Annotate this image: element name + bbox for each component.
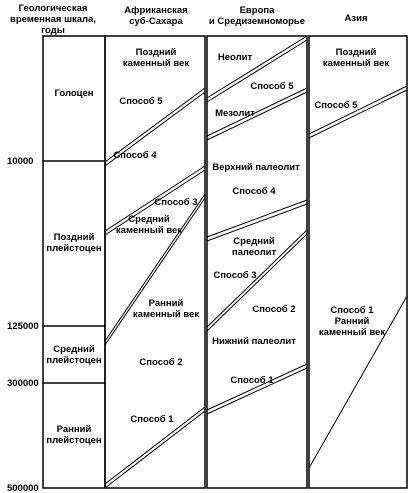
transition-line	[308, 295, 408, 469]
africa-column	[104, 35, 206, 489]
header-africa: Африканская суб-Сахара	[124, 5, 187, 27]
epoch-label: Поздний плейстоцен	[46, 232, 102, 254]
year-label: 125000	[7, 321, 39, 332]
europe-label: Нижний палеолит	[212, 336, 296, 347]
text-line: Поздний	[336, 47, 377, 58]
europe-label: Способ 4	[232, 186, 276, 197]
timescale-column	[42, 35, 106, 489]
epoch-label: Ранний плейстоцен	[46, 424, 102, 446]
africa-label: Способ 2	[139, 357, 182, 368]
text-line: Ранний	[149, 298, 184, 309]
europe-label: Способ 3	[213, 270, 256, 281]
text-line: каменный век	[133, 309, 199, 320]
text-line: Способ 5	[119, 96, 163, 107]
text-line: Способ 5	[250, 81, 294, 92]
text-line: Способ 3	[213, 270, 256, 281]
text-line: временная шкала,	[10, 14, 96, 25]
africa-label: Средний каменный век	[116, 214, 182, 236]
text-line: Способ 2	[139, 357, 182, 368]
text-line: каменный век	[123, 58, 189, 69]
text-line: Способ 1	[330, 305, 374, 316]
africa-label: Ранний каменный век	[133, 298, 199, 320]
text-line: плейстоцен	[46, 355, 102, 366]
text-line: Способ 4	[232, 186, 276, 197]
year-label: 300000	[7, 378, 39, 389]
transition-line	[206, 87, 308, 141]
text-line: Африканская	[124, 5, 187, 16]
transition-line	[104, 193, 206, 346]
text-line: плейстоцен	[46, 435, 102, 446]
europe-label: Мезолит	[215, 108, 255, 119]
year-label: 500000	[7, 483, 39, 493]
header-timescale: Геологическая временная шкала, годы	[10, 3, 96, 36]
europe-label: Способ 2	[252, 304, 295, 315]
europe-column	[206, 35, 308, 489]
asia-column	[308, 35, 408, 489]
epoch-label: Средний плейстоцен	[46, 344, 102, 366]
asia-label: Поздний каменный век	[323, 47, 389, 69]
text-line: каменный век	[323, 58, 389, 69]
transition-line	[206, 229, 308, 332]
text-line: Средний	[53, 344, 95, 355]
text-line: Верхний палеолит	[212, 162, 300, 173]
text-line: и Средиземноморье	[209, 16, 305, 27]
text-line: суб-Сахара	[129, 16, 183, 27]
text-line: Европа	[240, 5, 276, 16]
text-line: Способ 5	[314, 100, 358, 111]
epoch-label: Голоцен	[54, 88, 93, 99]
africa-label: Способ 5	[119, 96, 163, 107]
europe-label: Неолит	[218, 52, 253, 63]
transition-line	[206, 199, 308, 242]
text-line: каменный век	[319, 327, 385, 338]
transition-line	[206, 363, 308, 415]
header-asia: Азия	[345, 13, 368, 24]
africa-label: Способ 4	[113, 150, 157, 161]
transition-line	[104, 406, 206, 489]
transition-line	[104, 165, 206, 236]
text-line: Геологическая	[19, 3, 88, 14]
europe-label: Средний палеолит	[232, 236, 277, 258]
text-line: палеолит	[232, 247, 277, 258]
text-line: годы	[41, 25, 65, 36]
text-line: Способ 4	[113, 150, 157, 161]
transition-line	[104, 87, 206, 167]
text-line: Мезолит	[215, 108, 255, 119]
text-line: Нижний палеолит	[212, 336, 296, 347]
text-line: Способ 3	[154, 197, 197, 208]
europe-label: Верхний палеолит	[212, 162, 300, 173]
text-line: плейстоцен	[46, 243, 102, 254]
text-line: каменный век	[116, 225, 182, 236]
africa-label: Поздний каменный век	[123, 47, 189, 69]
text-line: Способ 2	[252, 304, 295, 315]
text-line: Способ 1	[130, 414, 174, 425]
text-line: Средний	[233, 236, 275, 247]
text-line: Поздний	[136, 47, 177, 58]
text-line: Неолит	[218, 52, 253, 63]
transition-line	[308, 85, 408, 139]
text-line: Голоцен	[54, 88, 93, 99]
text-line: Ранний	[57, 424, 92, 435]
year-label: 10000	[7, 156, 33, 167]
text-line: Ранний	[335, 316, 370, 327]
africa-label: Способ 3	[154, 197, 197, 208]
header-europe: Европа и Средиземноморье	[209, 5, 305, 27]
europe-label: Способ 1	[230, 375, 274, 386]
text-line: Азия	[345, 13, 368, 24]
asia-label: Способ 1 Ранний каменный век	[319, 305, 385, 338]
africa-label: Способ 1	[130, 414, 174, 425]
asia-label: Способ 5	[314, 100, 358, 111]
text-line: Средний	[128, 214, 170, 225]
europe-label: Способ 5	[250, 81, 294, 92]
text-line: Способ 1	[230, 375, 274, 386]
text-line: Поздний	[54, 232, 95, 243]
transition-line	[206, 35, 308, 103]
